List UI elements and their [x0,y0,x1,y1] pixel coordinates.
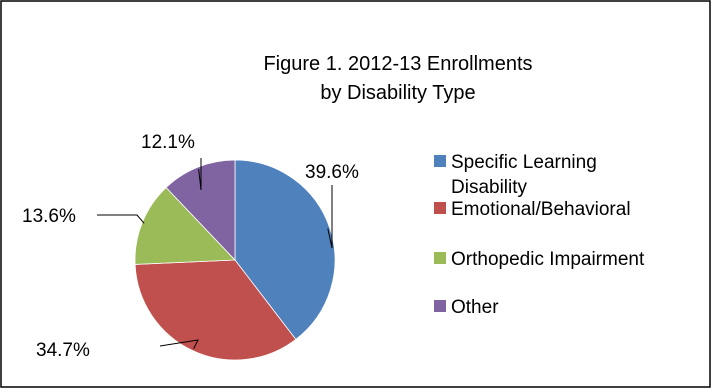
legend-label-emotional-behavioral: Emotional/Behavioral [451,199,631,220]
data-label-leaders [97,158,333,350]
legend-swatch-specific-learning-disability [434,155,446,167]
data-label-orthopedic-impairment: 13.6% [22,206,76,227]
chart-title-line-1: Figure 1. 2012-13 Enrollments [263,53,532,75]
legend-label-other: Other [451,297,499,318]
data-labels: 39.6% 34.7% 13.6% 12.1% [22,132,359,361]
leader-line-emotional-behavioral [159,339,199,350]
chart-title-line-2: by Disability Type [320,82,475,104]
data-label-specific-learning-disability: 39.6% [305,162,359,183]
data-label-other: 12.1% [141,132,195,153]
legend: Specific Learning DisabilityEmotional/Beh… [434,152,645,318]
legend-swatch-orthopedic-impairment [434,252,446,264]
legend-label-specific-learning-disability-line-2: Disability [451,177,528,198]
legend-label-orthopedic-impairment: Orthopedic Impairment [451,249,645,270]
pie-slice-other [165,159,236,262]
legend-swatch-emotional-behavioral [434,202,446,214]
leader-line-other [198,158,202,191]
data-label-emotional-behavioral: 34.7% [36,340,90,361]
pie-slice-emotional-behavioral [134,259,297,361]
legend-swatch-other [434,300,446,312]
legend-label-specific-learning-disability-line-1: Specific Learning [451,152,597,173]
pie-slice-orthopedic-impairment [134,186,236,265]
pie-slice-specific-learning-disability [234,159,336,340]
pie-slices [134,159,336,361]
leader-line-orthopedic-impairment [97,214,145,224]
leader-line-specific-learning-disability [327,185,333,249]
